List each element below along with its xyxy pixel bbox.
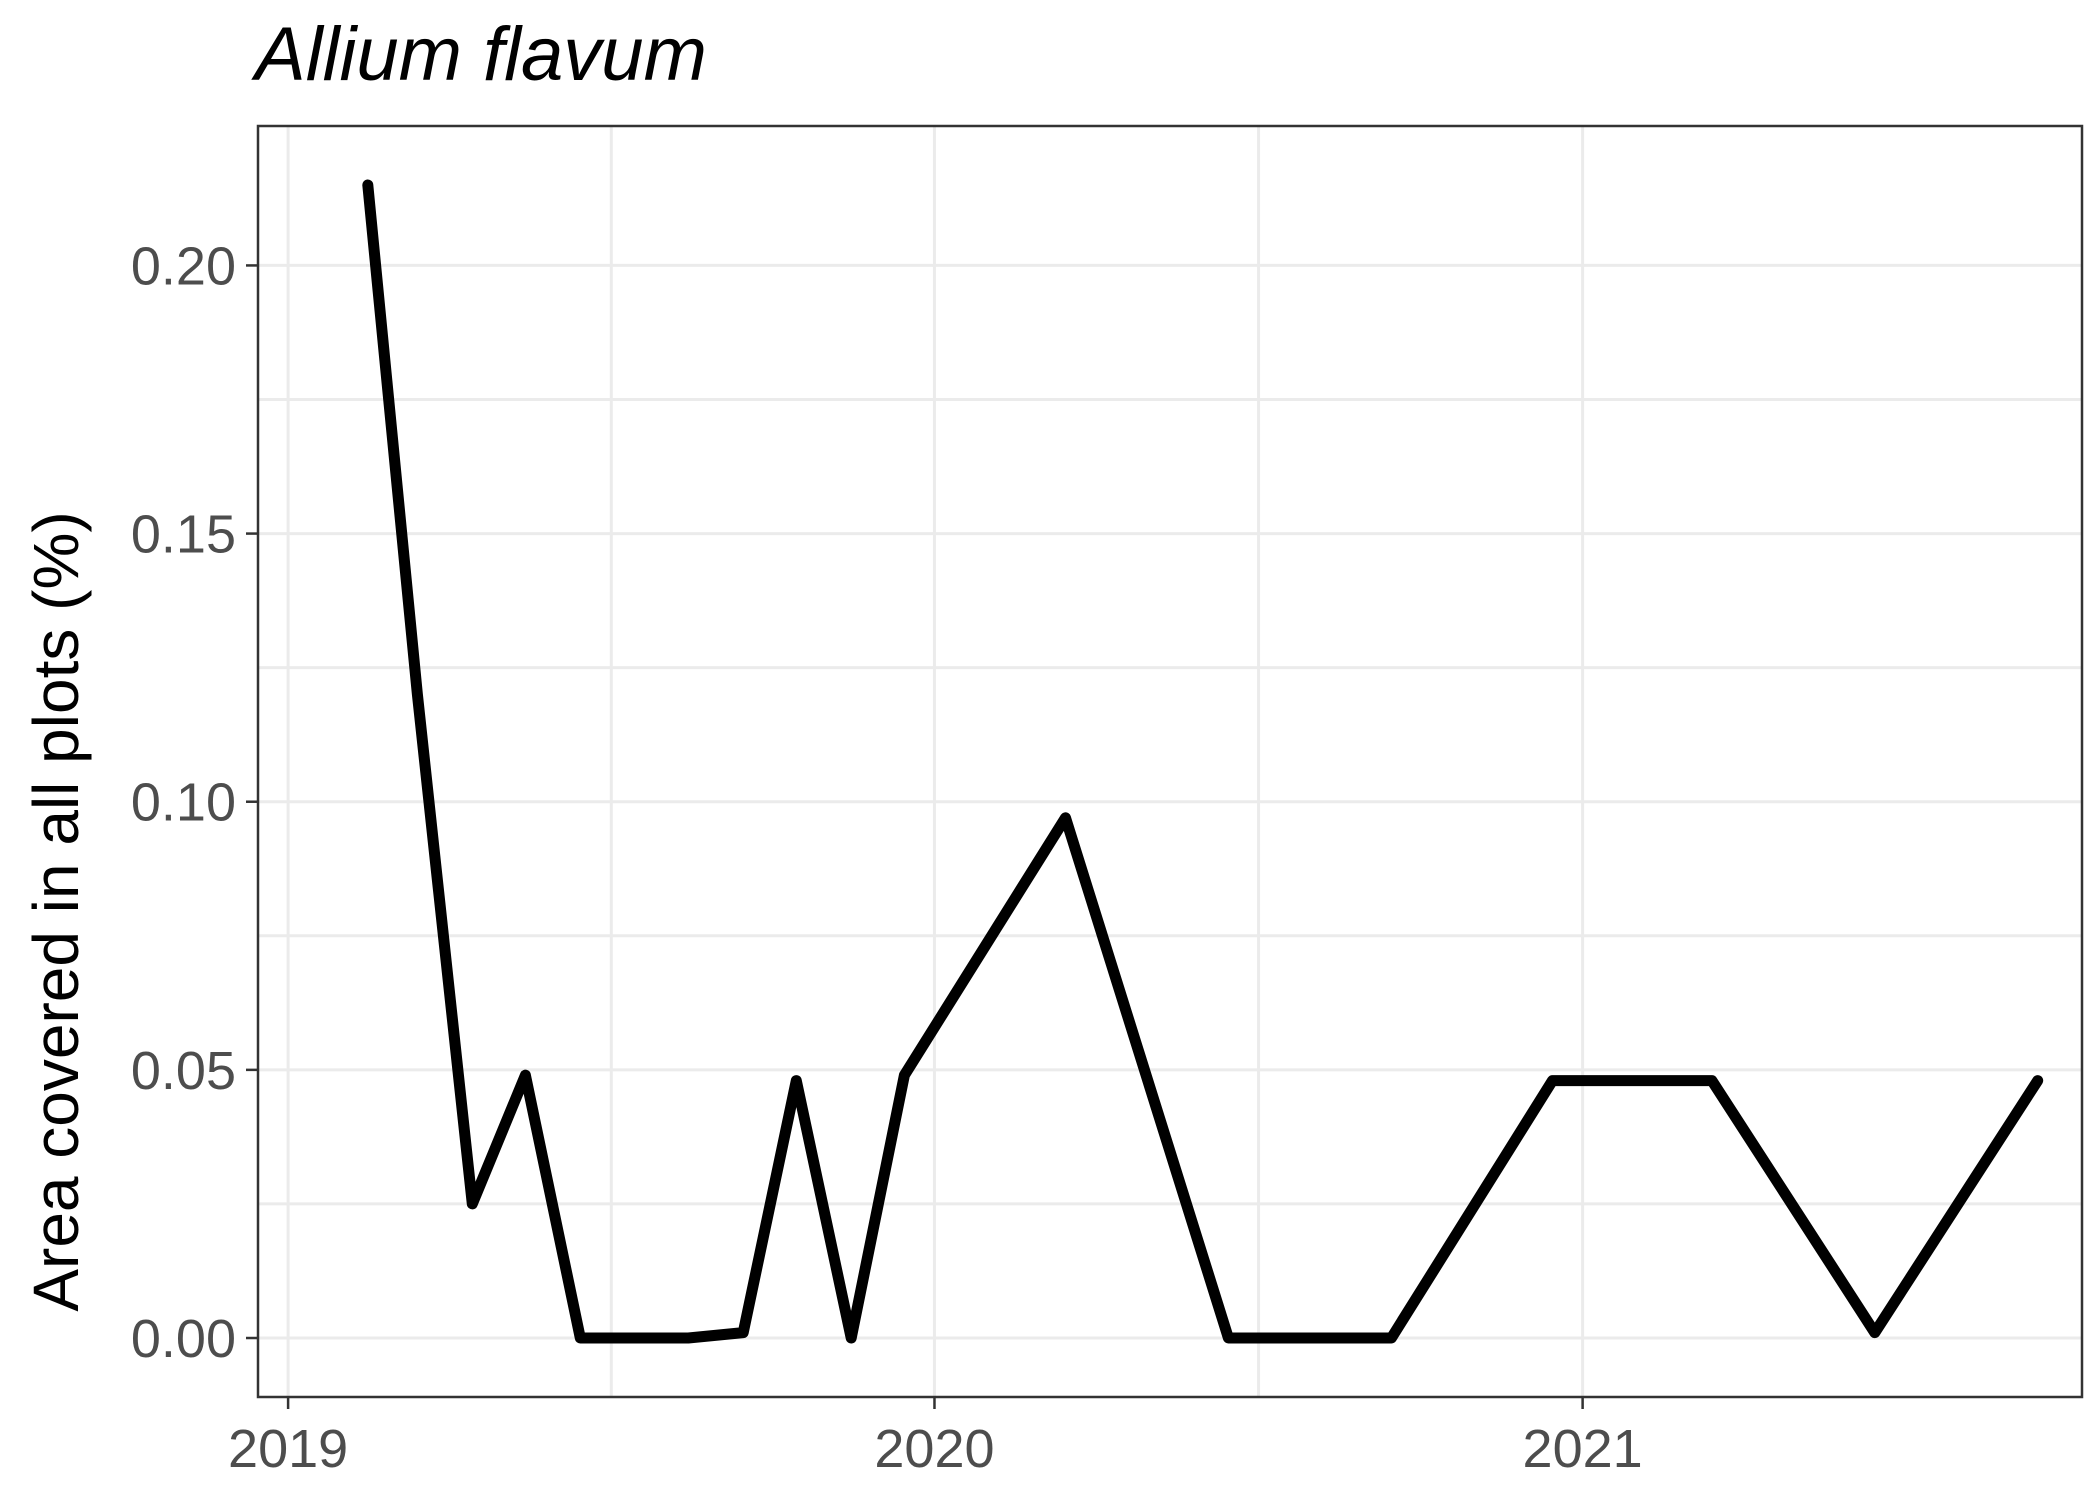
series-line: [362, 179, 2044, 1344]
axis-ticks: [246, 264, 1584, 1409]
y-tick-label: 0.05: [131, 1041, 236, 1101]
plot-panel: [256, 124, 2084, 1399]
x-tick-label: 2021: [1523, 1419, 1643, 1479]
y-axis-tick-labels: 0.00 0.05 0.10 0.15 0.20: [131, 236, 236, 1369]
y-tick-label: 0.20: [131, 236, 236, 296]
y-tick-label: 0.00: [131, 1309, 236, 1369]
y-axis-label: Area covered in all plots (%): [20, 511, 92, 1311]
x-tick-label: 2019: [228, 1419, 348, 1479]
x-tick-label: 2020: [874, 1419, 994, 1479]
x-axis-tick-labels: 2019 2020 2021: [228, 1419, 1643, 1479]
chart-title: Allium flavum: [251, 12, 707, 97]
grid-lines: [258, 126, 2082, 1397]
y-tick-label: 0.15: [131, 505, 236, 565]
y-tick-label: 0.10: [131, 773, 236, 833]
